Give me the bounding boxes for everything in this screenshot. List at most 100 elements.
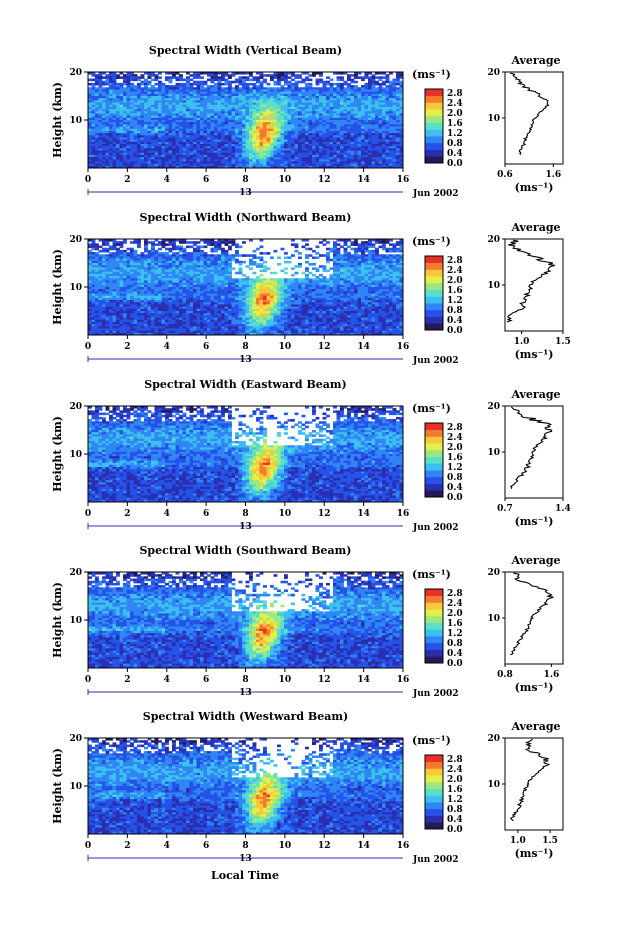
heatmap-cell xyxy=(183,241,187,244)
heatmap-cell xyxy=(200,246,204,249)
heatmap-cell xyxy=(351,248,355,251)
heatmap-cell xyxy=(211,250,215,253)
colorbar-band xyxy=(425,136,443,143)
heatmap-cell xyxy=(298,256,302,259)
heatmap-cell xyxy=(274,76,278,79)
heatmap-cell xyxy=(263,252,267,255)
heatmap-cell xyxy=(291,274,295,277)
heatmap-cell xyxy=(277,263,281,266)
heatmap-cell xyxy=(382,76,386,79)
heatmap-cell xyxy=(186,241,190,244)
heatmap-cell xyxy=(351,81,355,84)
panel-1: Spectral Width (Vertical Beam)2010Height… xyxy=(51,44,563,199)
heatmap-cell xyxy=(309,272,313,275)
y-tick-label: 10 xyxy=(69,116,82,126)
heatmap-cell xyxy=(190,241,194,244)
heatmap-cell xyxy=(284,256,288,259)
heatmap-cell xyxy=(221,241,225,244)
heatmap-cell xyxy=(239,263,243,266)
heatmap-cell xyxy=(102,250,106,253)
heatmap-cell xyxy=(232,243,236,246)
heatmap-cell xyxy=(316,83,320,86)
heatmap-cell xyxy=(393,250,397,253)
heatmap-cell xyxy=(235,272,239,275)
heatmap-cell xyxy=(92,248,96,251)
heatmap-cell xyxy=(295,76,299,79)
heatmap-cell xyxy=(291,267,295,270)
heatmap-cell xyxy=(340,246,344,249)
heatmap-cell xyxy=(305,261,309,264)
heatmap-cell xyxy=(263,74,267,77)
heatmap-cell xyxy=(382,248,386,251)
heatmap-cell xyxy=(172,248,176,251)
profile-x-label: (ms⁻¹) xyxy=(515,181,554,194)
heatmap-cell xyxy=(379,79,383,82)
heatmap-cell xyxy=(130,79,134,82)
heatmap-cell xyxy=(148,241,152,244)
heatmap-cell xyxy=(116,76,120,79)
heatmap-cell xyxy=(249,79,253,82)
heatmap-cell xyxy=(288,256,292,259)
colorbar-band xyxy=(425,143,443,150)
heatmap-cell xyxy=(319,74,323,77)
heatmap-cell xyxy=(116,243,120,246)
heatmap-cell xyxy=(319,274,323,277)
x-tick-label: 4 xyxy=(164,175,170,185)
x-tick-label: 10 xyxy=(279,175,292,185)
heatmap-cell xyxy=(291,254,295,257)
colorbar-band xyxy=(425,109,443,116)
heatmap-cell xyxy=(193,243,197,246)
heatmap-cell xyxy=(235,261,239,264)
colorbar-tick-label: 2.8 xyxy=(447,89,463,99)
heatmap-cell xyxy=(389,250,393,253)
heatmap-cell xyxy=(288,76,292,79)
heatmap-cell xyxy=(260,76,264,79)
heatmap-cell xyxy=(281,270,285,273)
heatmap-cell xyxy=(165,248,169,251)
heatmap-cell xyxy=(305,243,309,246)
heatmap-cell xyxy=(179,241,183,244)
panel-title: Spectral Width (Vertical Beam) xyxy=(149,44,342,57)
colorbar-tick-label: 0.8 xyxy=(447,139,463,149)
heatmap-cell xyxy=(239,254,243,257)
colorbar-unit: (ms⁻¹) xyxy=(412,68,451,81)
heatmap-cell xyxy=(295,272,299,275)
heatmap-cell xyxy=(134,79,138,82)
heatmap-cell xyxy=(326,241,330,244)
heatmap-cell xyxy=(158,76,162,79)
heatmap-cell xyxy=(232,267,236,270)
heatmap-cell xyxy=(183,79,187,82)
heatmap-cell xyxy=(302,81,306,84)
heatmap-cell xyxy=(365,250,369,253)
heatmap-cell xyxy=(253,272,257,275)
heatmap-cell xyxy=(221,83,225,86)
heatmap-cell xyxy=(267,74,271,77)
heatmap-cell xyxy=(347,246,351,249)
heatmap-cell xyxy=(291,74,295,77)
heatmap-cell xyxy=(326,76,330,79)
x-tick-label: 2 xyxy=(124,175,130,185)
heatmap-cell xyxy=(151,79,155,82)
colorbar-band xyxy=(425,129,443,136)
heatmap-cell xyxy=(277,83,281,86)
x-tick-label: 14 xyxy=(357,175,370,185)
heatmap-cell xyxy=(326,83,330,86)
heatmap-cell xyxy=(260,265,264,268)
heatmap-cell xyxy=(172,76,176,79)
heatmap-cell xyxy=(109,248,113,251)
heatmap-cell xyxy=(309,263,313,266)
heatmap-cell xyxy=(386,250,390,253)
heatmap-cell xyxy=(249,254,253,257)
heatmap-cell xyxy=(309,74,313,77)
heatmap-cell xyxy=(214,250,218,253)
heatmap-cell xyxy=(305,79,309,82)
heatmap-cell xyxy=(323,243,327,246)
colorbar-tick-label: 2.0 xyxy=(447,109,463,119)
heatmap-cell xyxy=(214,79,218,82)
heatmap-cell xyxy=(386,241,390,244)
heatmap-cell xyxy=(319,254,323,257)
heatmap-cell xyxy=(113,248,117,251)
heatmap-cell xyxy=(337,79,341,82)
profile-y-tick-label: 20 xyxy=(487,68,500,78)
heatmap-cell xyxy=(253,250,257,253)
